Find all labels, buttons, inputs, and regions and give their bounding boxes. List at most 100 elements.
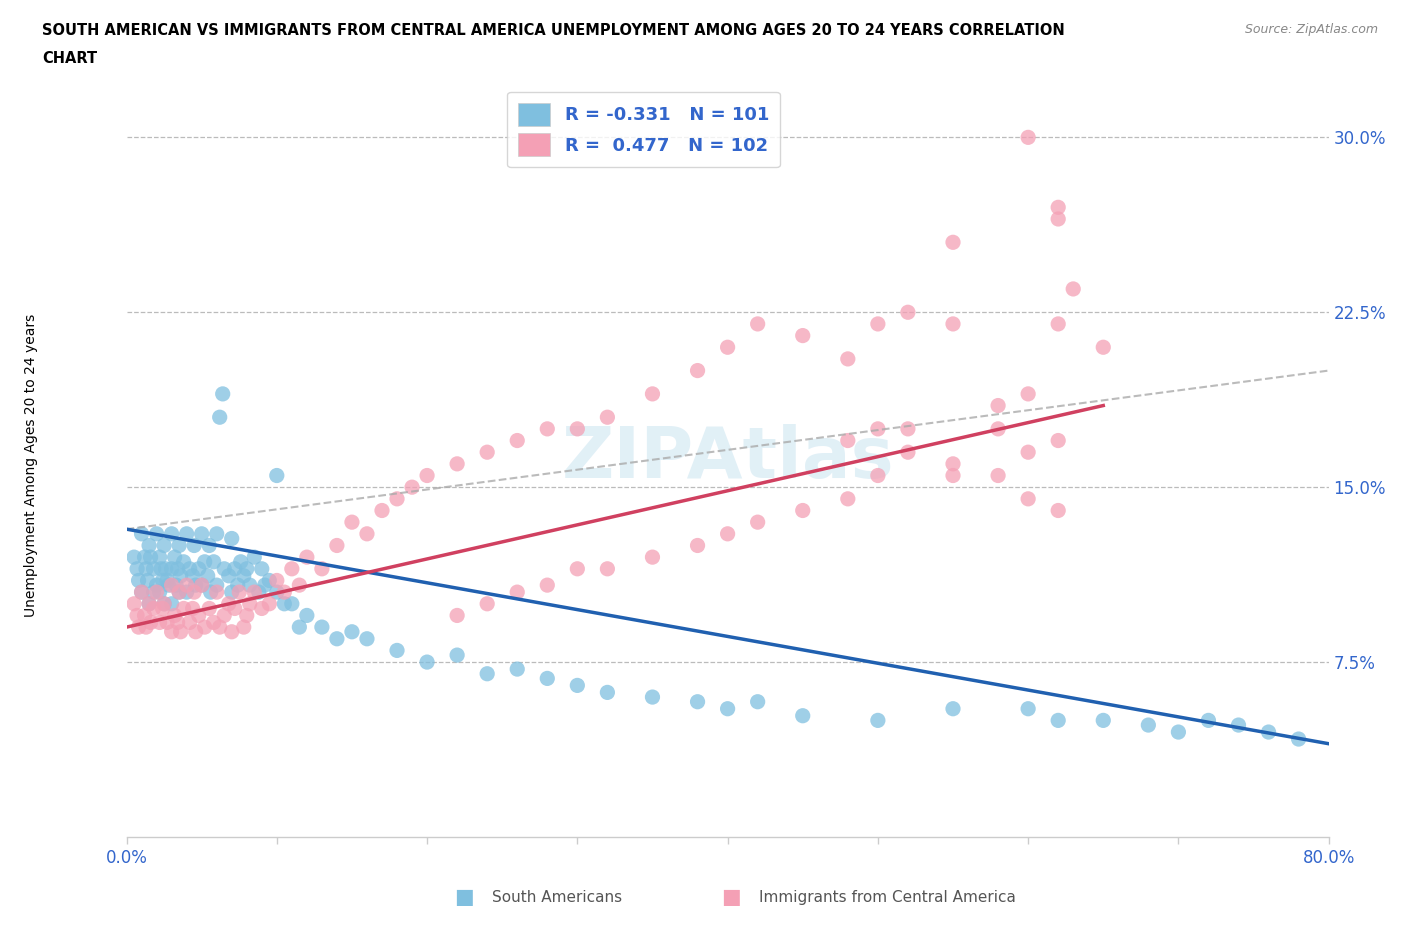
Point [128, 573, 150, 588]
Point [134, 608, 156, 623]
Point [792, 709, 814, 724]
Point [160, 526, 183, 541]
Point [747, 316, 769, 331]
Point [235, 562, 259, 577]
Point [184, 624, 207, 639]
Point [149, 585, 172, 600]
Point [371, 503, 394, 518]
Point [326, 631, 349, 646]
Point [1017, 445, 1039, 459]
Point [142, 601, 165, 616]
Point [1197, 713, 1219, 728]
Point [156, 573, 179, 588]
Point [266, 585, 288, 600]
Point [340, 624, 363, 639]
Point [506, 433, 529, 448]
Point [145, 585, 167, 600]
Point [173, 601, 195, 616]
Point [229, 554, 252, 569]
Point [165, 578, 187, 592]
Point [176, 578, 198, 592]
Point [152, 573, 174, 588]
Point [166, 562, 188, 577]
Point [190, 578, 212, 592]
Point [221, 585, 243, 600]
Point [167, 538, 190, 553]
Point [152, 601, 174, 616]
Point [1227, 718, 1250, 733]
Point [596, 410, 619, 425]
Point [942, 457, 965, 472]
Point [202, 554, 225, 569]
Point [176, 585, 198, 600]
Point [212, 562, 235, 577]
Point [221, 531, 243, 546]
Point [1047, 316, 1070, 331]
Point [221, 624, 243, 639]
Point [122, 596, 145, 611]
Point [167, 585, 190, 600]
Point [385, 643, 408, 658]
Text: Unemployment Among Ages 20 to 24 years: Unemployment Among Ages 20 to 24 years [24, 313, 38, 617]
Point [897, 305, 920, 320]
Point [567, 678, 589, 693]
Point [1062, 282, 1084, 297]
Point [1047, 200, 1070, 215]
Point [792, 328, 814, 343]
Point [181, 601, 204, 616]
Point [1017, 491, 1039, 506]
Point [142, 585, 165, 600]
Point [128, 619, 150, 634]
Point [641, 550, 664, 565]
Point [155, 562, 177, 577]
Point [288, 578, 311, 592]
Point [475, 596, 498, 611]
Point [1017, 130, 1039, 145]
Point [208, 619, 231, 634]
Point [475, 445, 498, 459]
Point [475, 666, 498, 681]
Point [211, 387, 233, 402]
Legend: R = -0.331   N = 101, R =  0.477   N = 102: R = -0.331 N = 101, R = 0.477 N = 102 [508, 92, 780, 167]
Text: CHART: CHART [42, 51, 97, 66]
Point [716, 701, 740, 716]
Point [200, 585, 222, 600]
Point [259, 573, 281, 588]
Point [837, 491, 859, 506]
Point [135, 619, 157, 634]
Point [250, 601, 273, 616]
Point [273, 596, 295, 611]
Point [153, 538, 176, 553]
Point [1047, 211, 1070, 226]
Point [136, 573, 159, 588]
Point [187, 562, 209, 577]
Point [837, 352, 859, 366]
Point [987, 421, 1010, 436]
Point [187, 608, 209, 623]
Point [326, 538, 349, 553]
Point [446, 457, 468, 472]
Point [1288, 732, 1310, 747]
Point [218, 568, 240, 583]
Point [536, 421, 558, 436]
Point [686, 538, 709, 553]
Point [266, 573, 288, 588]
Point [446, 647, 468, 662]
Point [446, 608, 468, 623]
Point [138, 596, 160, 611]
Point [385, 491, 408, 506]
Point [247, 585, 270, 600]
Point [1017, 387, 1039, 402]
Text: ■: ■ [454, 887, 474, 908]
Point [987, 468, 1010, 483]
Text: ZIPAtlas: ZIPAtlas [561, 423, 894, 493]
Point [1167, 724, 1189, 739]
Point [641, 690, 664, 705]
Point [183, 585, 205, 600]
Point [169, 568, 191, 583]
Point [792, 503, 814, 518]
Point [942, 468, 965, 483]
Point [226, 578, 249, 592]
Point [145, 578, 167, 592]
Point [224, 601, 246, 616]
